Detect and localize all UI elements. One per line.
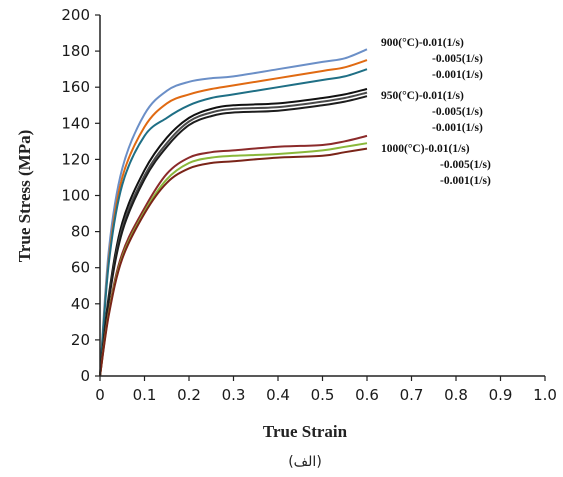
series-line-1 (99, 48, 368, 377)
y-tick-label: 160 (61, 78, 90, 96)
legend-label-9: -0.001(1/s) (440, 175, 491, 187)
x-axis-title: True Strain (263, 422, 348, 441)
plot-lines (99, 48, 368, 377)
series-line-3 (99, 68, 368, 377)
y-tick-label: 120 (61, 150, 90, 168)
series-line-4 (99, 88, 368, 377)
y-tick-label: 200 (61, 6, 90, 24)
legend-label-7: 1000(°C)-0.01(1/s) (381, 143, 470, 155)
x-tick-label: 1.0 (533, 386, 557, 404)
x-ticks: 0 0.1 0.2 0.3 0.4 0.5 0.6 0.7 0.8 0.9 1.0 (95, 376, 557, 404)
x-tick-label: 0.6 (355, 386, 379, 404)
x-tick-label: 0.3 (222, 386, 246, 404)
y-tick-label: 140 (61, 114, 90, 132)
series-line-6 (99, 95, 368, 377)
x-tick-label: 0.5 (311, 386, 335, 404)
y-tick-label: 180 (61, 42, 90, 60)
x-tick-label: 0 (95, 386, 105, 404)
legend-label-6: -0.001(1/s) (432, 122, 483, 134)
series-line-2 (99, 59, 368, 377)
y-tick-label: 0 (80, 367, 90, 385)
x-tick-label: 0.2 (177, 386, 201, 404)
legend-label-8: -0.005(1/s) (440, 159, 491, 171)
series-line-7 (99, 134, 368, 377)
series-line-9 (99, 147, 368, 377)
y-axis-title: True Stress (MPa) (15, 130, 34, 263)
figure-caption: (الف) (288, 454, 322, 470)
legend: 900(°C)-0.01(1/s) -0.005(1/s) -0.001(1/s) 9… (381, 37, 491, 187)
y-tick-label: 40 (71, 295, 90, 313)
x-tick-label: 0.4 (266, 386, 290, 404)
legend-label-2: -0.005(1/s) (432, 53, 483, 65)
legend-label-5: -0.005(1/s) (432, 106, 483, 118)
y-tick-label: 60 (71, 259, 90, 277)
legend-label-1: 900(°C)-0.01(1/s) (381, 37, 464, 49)
legend-label-3: -0.001(1/s) (432, 69, 483, 81)
legend-label-4: 950(°C)-0.01(1/s) (381, 90, 464, 102)
x-tick-label: 0.8 (444, 386, 468, 404)
y-tick-label: 20 (71, 331, 90, 349)
x-tick-label: 0.7 (400, 386, 424, 404)
x-tick-label: 0.9 (489, 386, 513, 404)
x-tick-label: 0.1 (133, 386, 157, 404)
y-ticks: 0 20 40 60 80 100 120 140 160 180 200 (61, 6, 100, 385)
y-tick-label: 80 (71, 223, 90, 241)
y-tick-label: 100 (61, 187, 90, 205)
